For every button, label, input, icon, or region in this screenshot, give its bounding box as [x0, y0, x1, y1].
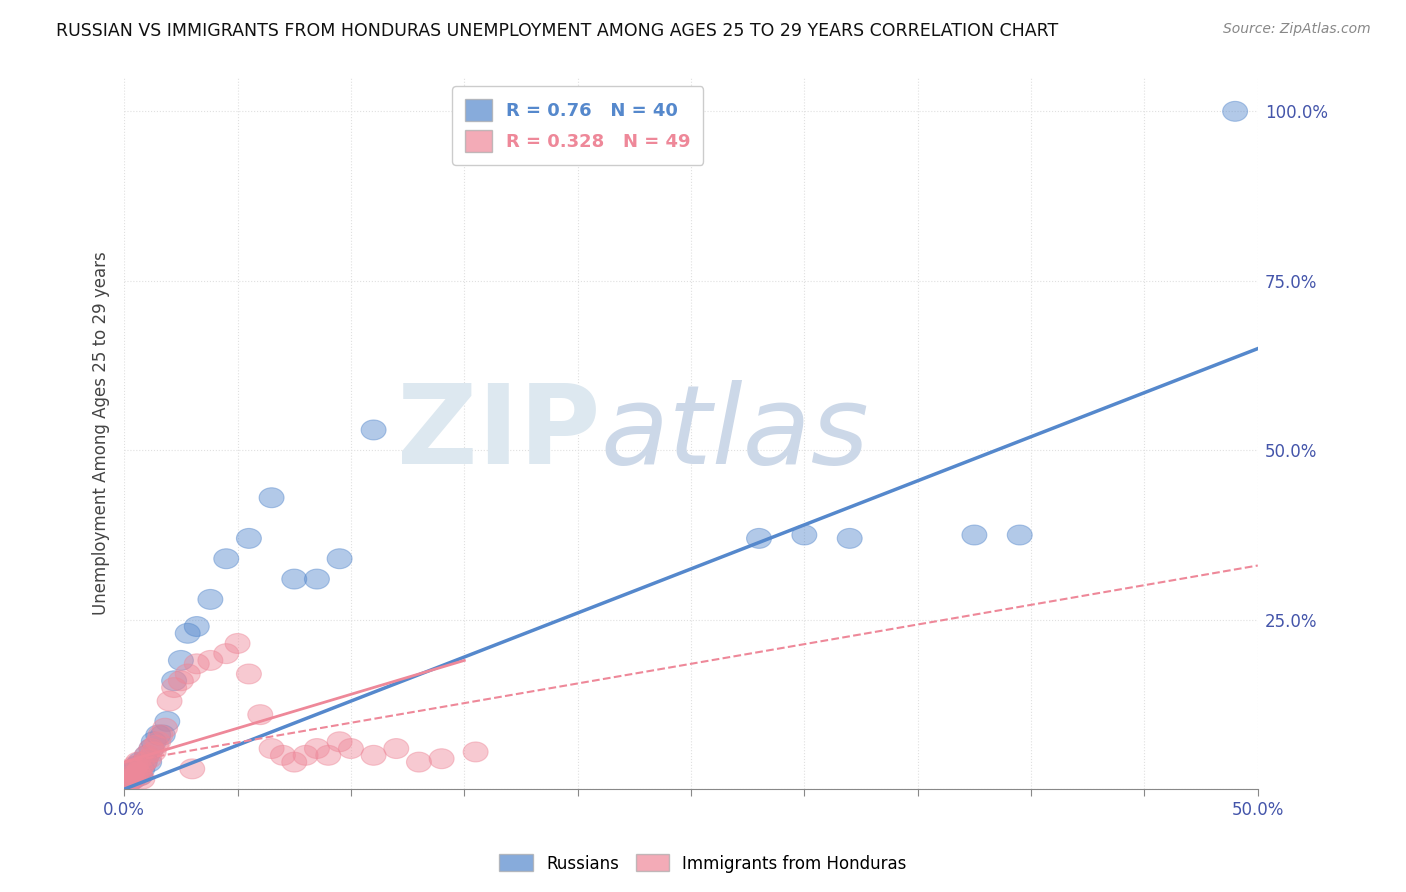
Ellipse shape [125, 752, 150, 772]
Text: ZIP: ZIP [396, 380, 600, 487]
Ellipse shape [124, 756, 148, 775]
Ellipse shape [128, 765, 153, 786]
Ellipse shape [121, 759, 146, 779]
Ellipse shape [747, 528, 772, 549]
Ellipse shape [114, 772, 139, 792]
Ellipse shape [136, 748, 162, 769]
Ellipse shape [316, 746, 340, 765]
Ellipse shape [128, 752, 153, 772]
Ellipse shape [146, 731, 170, 752]
Legend: Russians, Immigrants from Honduras: Russians, Immigrants from Honduras [492, 847, 914, 880]
Ellipse shape [792, 525, 817, 545]
Ellipse shape [1007, 525, 1032, 545]
Ellipse shape [118, 763, 143, 782]
Ellipse shape [128, 759, 153, 779]
Ellipse shape [135, 746, 159, 765]
Ellipse shape [117, 772, 141, 792]
Ellipse shape [463, 742, 488, 762]
Ellipse shape [281, 752, 307, 772]
Ellipse shape [198, 650, 222, 671]
Ellipse shape [162, 671, 187, 690]
Ellipse shape [328, 549, 352, 569]
Ellipse shape [1223, 102, 1247, 121]
Ellipse shape [148, 725, 173, 745]
Ellipse shape [143, 735, 169, 756]
Ellipse shape [155, 712, 180, 731]
Ellipse shape [406, 752, 432, 772]
Ellipse shape [361, 746, 387, 765]
Ellipse shape [305, 739, 329, 758]
Ellipse shape [124, 759, 148, 779]
Ellipse shape [236, 528, 262, 549]
Ellipse shape [121, 769, 146, 789]
Ellipse shape [141, 731, 166, 752]
Ellipse shape [281, 569, 307, 589]
Ellipse shape [184, 616, 209, 637]
Ellipse shape [328, 731, 352, 752]
Ellipse shape [136, 752, 162, 772]
Ellipse shape [121, 769, 146, 789]
Ellipse shape [124, 765, 148, 786]
Ellipse shape [125, 763, 150, 782]
Ellipse shape [150, 725, 176, 745]
Ellipse shape [292, 746, 318, 765]
Legend: R = 0.76   N = 40, R = 0.328   N = 49: R = 0.76 N = 40, R = 0.328 N = 49 [451, 87, 703, 165]
Ellipse shape [361, 420, 387, 440]
Ellipse shape [146, 725, 170, 745]
Ellipse shape [247, 705, 273, 724]
Ellipse shape [259, 739, 284, 758]
Ellipse shape [141, 742, 166, 762]
Ellipse shape [225, 633, 250, 654]
Ellipse shape [169, 650, 194, 671]
Ellipse shape [124, 765, 148, 786]
Ellipse shape [339, 739, 363, 758]
Ellipse shape [128, 765, 153, 786]
Ellipse shape [198, 590, 222, 609]
Ellipse shape [135, 746, 159, 765]
Ellipse shape [429, 748, 454, 769]
Ellipse shape [176, 624, 200, 643]
Ellipse shape [125, 756, 150, 775]
Ellipse shape [837, 528, 862, 549]
Ellipse shape [117, 772, 141, 792]
Ellipse shape [236, 664, 262, 684]
Ellipse shape [157, 691, 181, 711]
Ellipse shape [305, 569, 329, 589]
Ellipse shape [270, 746, 295, 765]
Ellipse shape [129, 759, 155, 779]
Text: Source: ZipAtlas.com: Source: ZipAtlas.com [1223, 22, 1371, 37]
Ellipse shape [184, 654, 209, 673]
Ellipse shape [169, 671, 194, 690]
Y-axis label: Unemployment Among Ages 25 to 29 years: Unemployment Among Ages 25 to 29 years [93, 252, 110, 615]
Ellipse shape [114, 776, 139, 796]
Ellipse shape [132, 752, 157, 772]
Ellipse shape [132, 752, 157, 772]
Ellipse shape [214, 549, 239, 569]
Ellipse shape [118, 763, 143, 782]
Text: atlas: atlas [600, 380, 869, 487]
Ellipse shape [153, 718, 177, 739]
Text: RUSSIAN VS IMMIGRANTS FROM HONDURAS UNEMPLOYMENT AMONG AGES 25 TO 29 YEARS CORRE: RUSSIAN VS IMMIGRANTS FROM HONDURAS UNEM… [56, 22, 1059, 40]
Ellipse shape [162, 678, 187, 698]
Ellipse shape [214, 644, 239, 664]
Ellipse shape [176, 664, 200, 684]
Ellipse shape [129, 769, 155, 789]
Ellipse shape [117, 769, 141, 789]
Ellipse shape [180, 759, 205, 779]
Ellipse shape [125, 763, 150, 782]
Ellipse shape [117, 769, 141, 789]
Ellipse shape [118, 765, 143, 786]
Ellipse shape [962, 525, 987, 545]
Ellipse shape [118, 765, 143, 786]
Ellipse shape [121, 759, 146, 779]
Ellipse shape [259, 488, 284, 508]
Ellipse shape [129, 756, 155, 775]
Ellipse shape [384, 739, 409, 758]
Ellipse shape [114, 776, 139, 796]
Ellipse shape [139, 739, 165, 758]
Ellipse shape [139, 739, 165, 758]
